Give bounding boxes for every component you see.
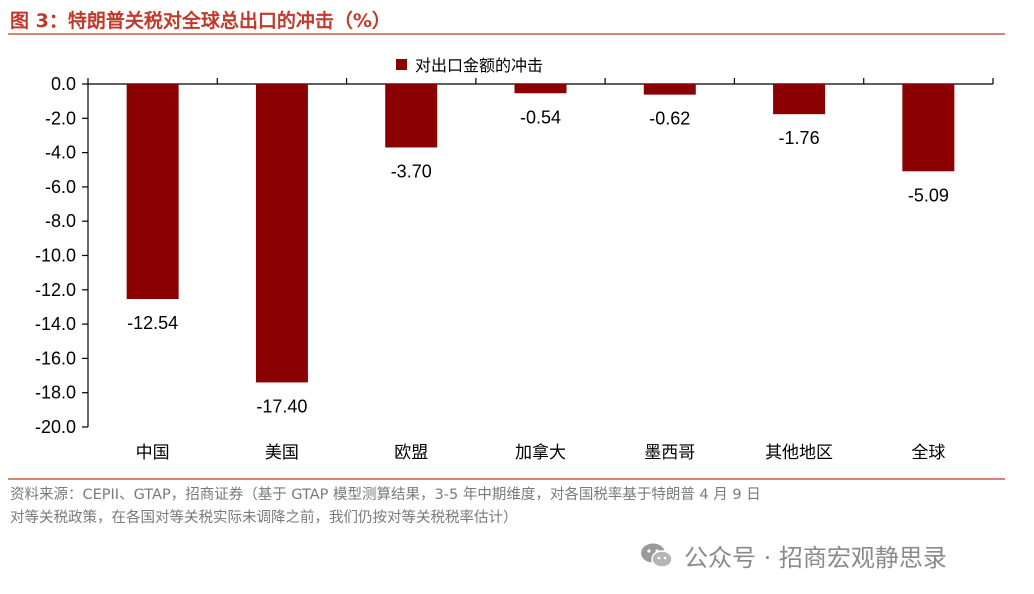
data-label: -1.76 bbox=[779, 128, 820, 148]
bar-6 bbox=[902, 84, 955, 172]
category-label: 其他地区 bbox=[765, 443, 833, 463]
y-tick-label: -18.0 bbox=[35, 383, 76, 403]
y-tick-label: -14.0 bbox=[35, 314, 76, 334]
legend-label: 对出口金额的冲击 bbox=[415, 56, 544, 75]
data-label: -3.70 bbox=[391, 161, 432, 181]
watermark-text: 公众号 · 招商宏观静思录 bbox=[684, 544, 947, 572]
wechat-icon bbox=[641, 543, 673, 568]
source-divider bbox=[8, 478, 1005, 480]
category-label: 美国 bbox=[265, 443, 299, 463]
data-label: -0.62 bbox=[649, 109, 690, 129]
y-tick-label: -8.0 bbox=[45, 211, 76, 231]
data-label: -0.54 bbox=[520, 107, 561, 127]
y-tick-label: 0.0 bbox=[51, 74, 76, 94]
category-label: 墨西哥 bbox=[644, 443, 695, 463]
bar-chart: 0.0 -2.0 -4.0 -6.0 -8.0 -10.0 -12.0 -14.0 -16.0 -… bbox=[35, 74, 994, 463]
y-tick-label: -6.0 bbox=[45, 177, 76, 197]
category-label: 加拿大 bbox=[515, 442, 566, 463]
bar-5 bbox=[773, 84, 826, 115]
chart-legend: 对出口金额的冲击 bbox=[396, 52, 543, 76]
watermark: 公众号 · 招商宏观静思录 bbox=[640, 538, 947, 573]
bar-1 bbox=[255, 84, 308, 383]
legend-swatch bbox=[396, 58, 407, 70]
data-label: -17.40 bbox=[256, 396, 307, 416]
title-divider bbox=[8, 33, 1005, 35]
y-tick-label: -16.0 bbox=[35, 348, 76, 368]
bar-3 bbox=[514, 84, 567, 94]
source-line-1: 资料来源：CEPII、GTAP，招商证券（基于 GTAP 模型测算结果，3-5 … bbox=[10, 487, 761, 503]
data-label: -5.09 bbox=[908, 185, 949, 205]
category-label: 全球 bbox=[911, 443, 945, 463]
y-tick-label: -12.0 bbox=[35, 280, 76, 300]
category-label: 中国 bbox=[136, 443, 170, 463]
category-label: 欧盟 bbox=[394, 443, 428, 463]
y-tick-label: -4.0 bbox=[45, 143, 76, 163]
bar-4 bbox=[643, 84, 696, 95]
bar-0 bbox=[126, 84, 179, 300]
figure-title: 图 3：特朗普关税对全球总出口的冲击（%） bbox=[10, 10, 391, 32]
y-tick-label: -2.0 bbox=[45, 108, 76, 128]
y-tick-label: -20.0 bbox=[35, 417, 76, 437]
bar-2 bbox=[385, 84, 438, 148]
source-note: 资料来源：CEPII、GTAP，招商证券（基于 GTAP 模型测算结果，3-5 … bbox=[10, 484, 1030, 530]
data-label: -12.54 bbox=[127, 313, 178, 333]
y-tick-label: -10.0 bbox=[35, 246, 76, 266]
source-line-2: 对等关税政策，在各国对等关税实际未调降之前，我们仍按对等关税税率估计） bbox=[10, 510, 518, 526]
